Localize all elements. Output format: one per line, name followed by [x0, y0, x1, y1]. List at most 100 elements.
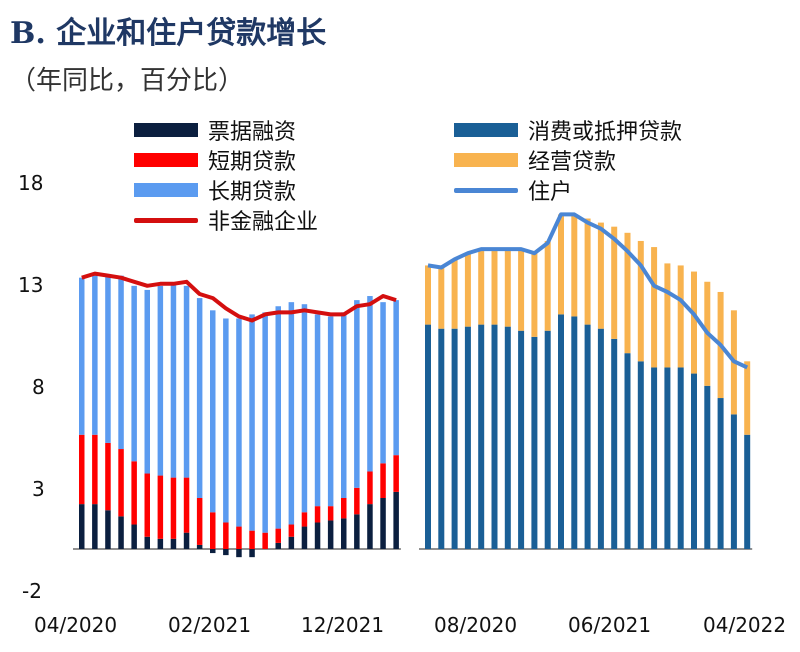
bar-segment	[170, 283, 177, 478]
legend-swatch-bill	[134, 123, 198, 137]
bar-segment	[92, 504, 98, 549]
bar-segment	[518, 249, 525, 331]
bar-segment	[425, 324, 431, 549]
bar-segment	[691, 271, 697, 374]
bar-segment	[744, 434, 751, 549]
bar-segment	[451, 328, 458, 549]
legend-label-consumer: 消费或抵押贷款	[528, 120, 683, 145]
bar-segment	[664, 367, 671, 549]
bar-segment	[744, 361, 751, 435]
bar-segment	[131, 524, 137, 549]
bar-segment	[624, 353, 631, 549]
bar-segment	[637, 361, 644, 549]
bar-segment	[730, 414, 737, 549]
bar-segment	[354, 300, 360, 488]
bar-segment	[183, 477, 190, 533]
bar-segment	[717, 398, 724, 549]
bar-segment	[393, 300, 399, 456]
bar-segment	[249, 530, 255, 549]
x-tick-label: 04/2022	[703, 613, 787, 637]
bar-segment	[196, 498, 203, 545]
bar-segment	[341, 498, 347, 519]
bar-segment	[571, 316, 578, 549]
chart-subtitle: （年同比，百分比）	[10, 66, 245, 96]
legend-label-household: 住户	[528, 180, 573, 205]
y-tick-label: 13	[18, 273, 44, 297]
bar-segment	[651, 247, 658, 368]
bar-segment	[571, 214, 578, 317]
bar-segment	[624, 232, 631, 354]
bar-segment	[704, 385, 711, 549]
legend-item-corp-line: 非金融企业	[134, 207, 318, 235]
bar-segment	[131, 285, 137, 462]
legend-swatch-business	[454, 153, 518, 167]
bar-segment	[144, 473, 150, 537]
bar-segment	[236, 526, 242, 549]
bar-segment	[301, 512, 308, 527]
bar-segment	[677, 265, 684, 368]
bar-segment	[584, 324, 591, 549]
legend-item-short: 短期贷款	[134, 147, 297, 175]
bar-segment	[170, 477, 177, 539]
bar-segment	[584, 218, 591, 325]
legend-item-household-line: 住户	[454, 177, 573, 205]
bar-segment	[438, 328, 445, 549]
bar-segment	[196, 544, 203, 549]
bar-segment	[105, 442, 111, 511]
legend-item-business: 经营贷款	[454, 147, 616, 175]
bar-segment	[79, 504, 85, 549]
series-line	[427, 212, 749, 370]
chart-title: B. 企业和住户贷款增长	[10, 16, 327, 51]
bar-segment	[544, 330, 551, 549]
bar-segment	[367, 504, 373, 549]
bar-segment	[327, 316, 334, 507]
bar-segment	[691, 373, 697, 549]
bar-segment	[327, 520, 334, 549]
legend-item-bill: 票据融资	[134, 117, 296, 145]
bar-segment	[79, 277, 85, 435]
bar-segment	[504, 326, 511, 549]
bar-segment	[157, 285, 164, 476]
bar-segment	[210, 549, 216, 554]
bar-segment	[464, 326, 471, 549]
bar-segment	[367, 471, 373, 505]
bar-segment	[354, 487, 360, 515]
bar-segment	[118, 275, 124, 450]
bar-segment	[558, 214, 564, 315]
bar-segment	[367, 296, 373, 472]
bar-segment	[236, 549, 242, 558]
legend-line-corp	[134, 217, 198, 223]
bar-segment	[327, 506, 334, 521]
bar-segment	[380, 498, 386, 549]
bar-segment	[183, 285, 190, 478]
bar-segment	[341, 518, 347, 549]
legend-swatch-long	[134, 183, 198, 197]
bar-segment	[157, 475, 164, 539]
y-tick-label: 18	[18, 171, 44, 195]
bar-segment	[301, 526, 308, 549]
bar-segment	[478, 324, 485, 549]
bar-segment	[92, 273, 98, 435]
x-tick-label: 02/2021	[168, 613, 252, 637]
y-tick-label: 8	[32, 375, 45, 399]
bar-segment	[157, 538, 164, 549]
bar-segment	[393, 491, 399, 549]
bar-segment	[183, 532, 190, 549]
bar-segment	[425, 265, 431, 325]
bar-segment	[170, 538, 177, 549]
legend-swatch-consumer	[454, 123, 518, 137]
bar-segment	[380, 302, 386, 464]
bar-segment	[144, 536, 150, 549]
bar-segment	[249, 314, 255, 531]
legend-label-short: 短期贷款	[208, 150, 297, 175]
bar-segment	[314, 522, 321, 549]
bar-segment	[131, 461, 137, 525]
bar-segment	[314, 314, 321, 507]
bar-segment	[677, 367, 684, 549]
bar-segment	[79, 434, 85, 505]
bar-segment	[275, 542, 281, 549]
bar-segment	[105, 510, 111, 549]
y-tick-label: 3	[32, 477, 45, 501]
bar-segment	[531, 336, 538, 549]
bar-segment	[262, 532, 268, 549]
